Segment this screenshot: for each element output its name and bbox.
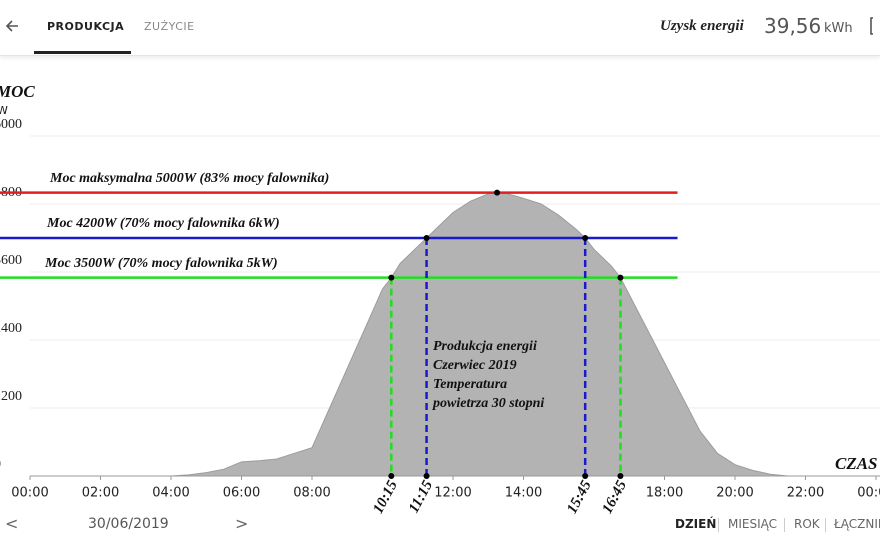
note: Czerwiec 2019 bbox=[433, 358, 517, 373]
next-button[interactable]: > bbox=[235, 514, 249, 533]
header: PRODUKCJA ZUŻYCIE Uzysk energii 39,56 kW… bbox=[0, 0, 880, 56]
x-tick-label: 00:00 bbox=[857, 486, 880, 501]
y-tick-label: 0 bbox=[0, 457, 1, 472]
marker-dot bbox=[423, 235, 430, 241]
separator bbox=[718, 518, 719, 532]
reference-label: Moc maksymalna 5000W (83% mocy falownika… bbox=[49, 171, 329, 186]
period[interactable]: DZIEŃ bbox=[675, 517, 717, 531]
time-label: 11:15 bbox=[406, 478, 436, 516]
time-label: 16:45 bbox=[599, 478, 630, 517]
menu-icon[interactable] bbox=[870, 16, 880, 36]
x-tick-label: 18:00 bbox=[646, 486, 683, 501]
yield-value: 39,56 bbox=[764, 14, 822, 38]
period[interactable]: MIESIĄC bbox=[728, 517, 778, 531]
marker-dot bbox=[388, 473, 395, 479]
note: Produkcja energii bbox=[433, 339, 537, 354]
time-label: 15:45 bbox=[564, 478, 595, 517]
area bbox=[30, 192, 876, 477]
period[interactable]: ROK bbox=[794, 517, 820, 531]
tab[interactable]: ZUŻYCIE bbox=[144, 20, 195, 33]
back-icon[interactable] bbox=[3, 16, 23, 36]
y-tick-label: 2400 bbox=[0, 321, 22, 336]
y-unit: W bbox=[0, 104, 8, 117]
x-tick-label: 14:00 bbox=[505, 486, 542, 501]
x-tick-label: 04:00 bbox=[152, 486, 189, 501]
peak-dot bbox=[494, 189, 501, 196]
marker-dot bbox=[423, 473, 430, 479]
x-tick-label: 00:00 bbox=[11, 486, 48, 501]
x-tick-label: 02:00 bbox=[82, 486, 119, 501]
y-tick-label: 6000 bbox=[0, 117, 22, 132]
note: Temperatura bbox=[433, 377, 507, 392]
tab-indicator bbox=[34, 51, 131, 54]
reference-label: Moc 4200W (70% mocy falownika 6kW) bbox=[46, 216, 280, 231]
x-tick-label: 22:00 bbox=[787, 486, 824, 501]
marker-dot bbox=[388, 274, 395, 281]
tab[interactable]: PRODUKCJA bbox=[47, 20, 125, 33]
x-tick-label: 08:00 bbox=[293, 486, 330, 501]
marker-dot bbox=[582, 473, 589, 479]
reference-label: Moc 3500W (70% mocy falownika 5kW) bbox=[44, 256, 278, 271]
x-tick-label: 06:00 bbox=[223, 486, 260, 501]
yield-label: Uzysk energii bbox=[660, 18, 744, 34]
prev-button[interactable]: < bbox=[5, 514, 19, 533]
x-axis-label: CZAS bbox=[835, 454, 878, 473]
marker-dot bbox=[582, 235, 589, 241]
y-tick-label: 1200 bbox=[0, 389, 22, 404]
time-label: 10:15 bbox=[370, 478, 401, 517]
yield-unit: kWh bbox=[824, 21, 853, 36]
note: powietrza 30 stopni bbox=[432, 396, 544, 411]
y-tick-label: 3600 bbox=[0, 253, 22, 268]
x-tick-label: 12:00 bbox=[434, 486, 471, 501]
separator bbox=[825, 518, 826, 532]
x-tick-label: 20:00 bbox=[716, 486, 753, 501]
marker-dot bbox=[617, 274, 624, 281]
period[interactable]: ŁĄCZNIE bbox=[834, 517, 880, 531]
y-axis-label: MOC bbox=[0, 82, 35, 101]
marker-dot bbox=[617, 473, 624, 479]
separator bbox=[784, 518, 785, 532]
date: 30/06/2019 bbox=[88, 516, 169, 532]
